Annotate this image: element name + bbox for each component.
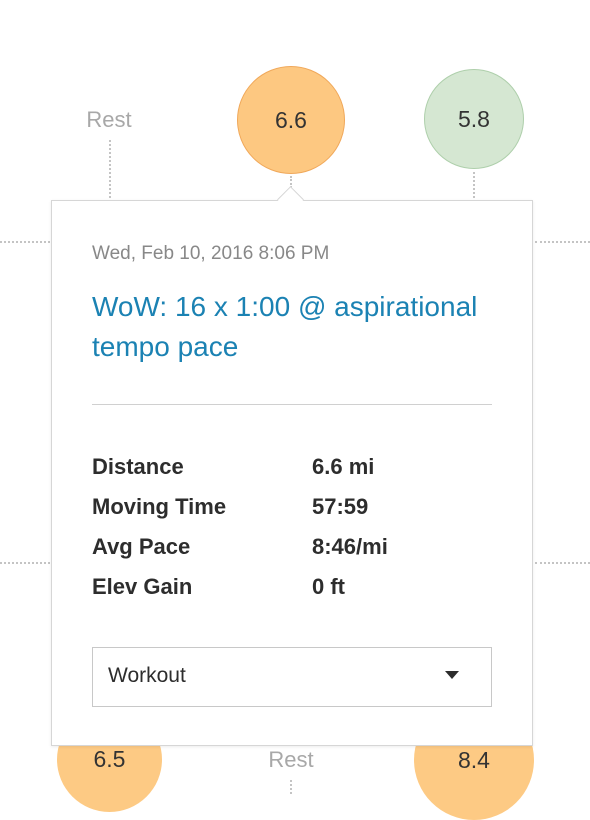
stat-row-moving-time: Moving Time 57:59: [92, 494, 492, 534]
connector: [109, 140, 111, 198]
grid-line: [0, 241, 50, 243]
rest-day-label: Rest: [86, 107, 132, 132]
connector: [290, 176, 292, 188]
divider: [92, 404, 492, 405]
stat-value: 0 ft: [312, 574, 345, 599]
grid-line: [535, 562, 590, 564]
stat-value: 6.6 mi: [312, 454, 375, 479]
activity-popover: Wed, Feb 10, 2016 8:06 PM WoW: 16 x 1:00…: [51, 186, 533, 746]
stat-label: Distance: [92, 454, 184, 479]
workout-type-value: Workout: [108, 664, 186, 687]
stat-row-elev-gain: Elev Gain 0 ft: [92, 574, 492, 614]
stat-row-distance: Distance 6.6 mi: [92, 454, 492, 494]
stat-row-avg-pace: Avg Pace 8:46/mi: [92, 534, 492, 574]
activity-title-link[interactable]: WoW: 16 x 1:00 @ aspirational tempo pace: [92, 291, 478, 362]
connector: [290, 780, 292, 794]
stat-value: 8:46/mi: [312, 534, 388, 559]
stat-label: Avg Pace: [92, 534, 191, 559]
workout-type-select[interactable]: Workout: [92, 647, 492, 707]
popover-arrow: [277, 186, 304, 213]
caret-down-icon: [445, 671, 459, 679]
grid-line: [535, 241, 590, 243]
stat-value: 57:59: [312, 494, 369, 519]
activity-bubble[interactable]: 5.8: [424, 69, 524, 169]
rest-day-label: Rest: [268, 747, 314, 772]
stat-label: Elev Gain: [92, 574, 193, 599]
connector: [473, 172, 475, 198]
activity-date: Wed, Feb 10, 2016 8:06 PM: [92, 243, 330, 264]
grid-line: [0, 562, 50, 564]
activity-bubble-selected[interactable]: 6.6: [237, 66, 345, 174]
stat-label: Moving Time: [92, 494, 227, 519]
